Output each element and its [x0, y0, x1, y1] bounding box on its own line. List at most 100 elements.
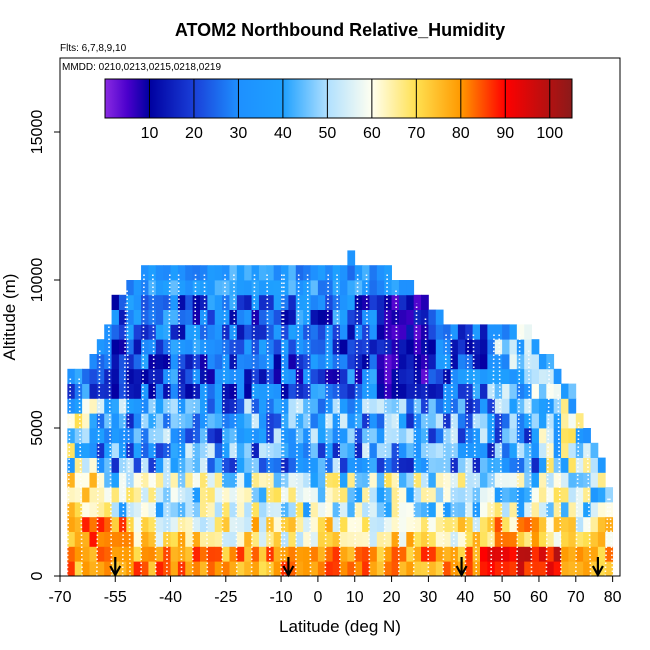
heatmap-cell: [457, 472, 466, 488]
heatmap-cell: [546, 383, 555, 399]
heatmap-cell: [398, 516, 407, 532]
heatmap-cell: [480, 472, 488, 488]
heatmap-cell: [258, 531, 267, 547]
heatmap-cell: [502, 383, 510, 399]
heatmap-cell: [568, 531, 577, 547]
heatmap-cell: [553, 472, 562, 488]
heatmap-cell: [111, 457, 120, 473]
heatmap-cell: [509, 398, 518, 414]
heatmap-cell: [413, 457, 422, 473]
heatmap-cell: [494, 487, 503, 503]
heatmap-cell: [538, 472, 547, 488]
y-tick-label: 15000: [29, 110, 46, 155]
heatmap-cell: [207, 265, 216, 281]
heatmap-cell: [111, 398, 120, 414]
heatmap-cell: [457, 531, 466, 547]
heatmap-cell: [192, 531, 201, 547]
heatmap-cell: [118, 561, 127, 577]
heatmap-cell: [74, 442, 83, 458]
heatmap-cell: [568, 428, 577, 444]
heatmap-cell: [258, 546, 267, 562]
heatmap-cell: [472, 339, 481, 355]
heatmap-cell: [538, 428, 547, 444]
heatmap-cell: [288, 502, 297, 518]
heatmap-cell: [391, 324, 400, 340]
heatmap-cell: [163, 502, 171, 518]
heatmap-cell: [89, 457, 98, 473]
heatmap-cell: [288, 472, 297, 488]
heatmap-cell: [163, 368, 171, 384]
heatmap-cell: [597, 472, 606, 488]
heatmap-cell: [236, 309, 245, 325]
heatmap-cell: [222, 442, 230, 458]
heatmap-cell: [494, 472, 503, 488]
heatmap-cell: [546, 398, 555, 414]
heatmap-cell: [568, 413, 577, 429]
heatmap-cell: [104, 487, 112, 503]
heatmap-cell: [288, 457, 297, 473]
heatmap-cell: [317, 442, 326, 458]
heatmap-cell: [575, 531, 584, 547]
heatmap-cell: [421, 413, 429, 429]
heatmap-cell: [74, 368, 83, 384]
heatmap-cell: [583, 472, 591, 488]
heatmap-cell: [524, 561, 532, 577]
heatmap-cell: [546, 502, 555, 518]
heatmap-cell: [421, 354, 429, 370]
heatmap-cell: [310, 487, 319, 503]
heatmap-cell: [553, 383, 562, 399]
heatmap-cell: [384, 324, 392, 340]
heatmap-cell: [310, 531, 319, 547]
heatmap-cell: [258, 413, 267, 429]
heatmap-cell: [457, 546, 466, 562]
heatmap-cell: [155, 546, 164, 562]
heatmap-cell: [516, 354, 525, 370]
heatmap-cell: [428, 442, 437, 458]
heatmap-cell: [362, 339, 370, 355]
flight-profile-line: [498, 333, 503, 577]
heatmap-cell: [376, 516, 385, 532]
heatmap-cell: [288, 428, 297, 444]
heatmap-cell: [575, 561, 584, 577]
heatmap-cell: [494, 502, 503, 518]
heatmap-cell: [516, 383, 525, 399]
heatmap-cell: [546, 442, 555, 458]
heatmap-cell: [258, 354, 267, 370]
heatmap-cell: [288, 265, 297, 281]
heatmap-cell: [583, 487, 591, 503]
heatmap-cell: [413, 546, 422, 562]
heatmap-cell: [354, 531, 363, 547]
heatmap-cell: [155, 383, 164, 399]
heatmap-cell: [494, 324, 503, 340]
heatmap-cell: [177, 413, 186, 429]
heatmap-cell: [391, 516, 400, 532]
heatmap-cell: [376, 472, 385, 488]
heatmap-cell: [465, 502, 474, 518]
heatmap-cell: [67, 383, 76, 399]
heatmap-cell: [325, 457, 334, 473]
heatmap-cell: [185, 294, 194, 310]
heatmap-cell: [111, 368, 120, 384]
heatmap-cell: [487, 442, 496, 458]
heatmap-cell: [369, 309, 378, 325]
heatmap-cell: [384, 487, 392, 503]
heatmap-cell: [406, 309, 415, 325]
heatmap-cell: [362, 502, 370, 518]
heatmap-cell: [480, 383, 488, 399]
heatmap-cell: [443, 383, 451, 399]
heatmap-cell: [244, 383, 252, 399]
heatmap-cell: [457, 502, 466, 518]
heatmap-cell: [457, 516, 466, 532]
heatmap-cell: [354, 472, 363, 488]
heatmap-cell: [281, 280, 289, 296]
heatmap-cell: [369, 487, 378, 503]
heatmap-cell: [538, 354, 547, 370]
heatmap-cell: [148, 354, 157, 370]
heatmap-cell: [347, 309, 356, 325]
heatmap-cell: [148, 531, 157, 547]
heatmap-cell: [597, 531, 606, 547]
heatmap-cell: [553, 428, 562, 444]
heatmap-cell: [546, 546, 555, 562]
heatmap-cell: [104, 472, 112, 488]
heatmap-cell: [553, 516, 562, 532]
